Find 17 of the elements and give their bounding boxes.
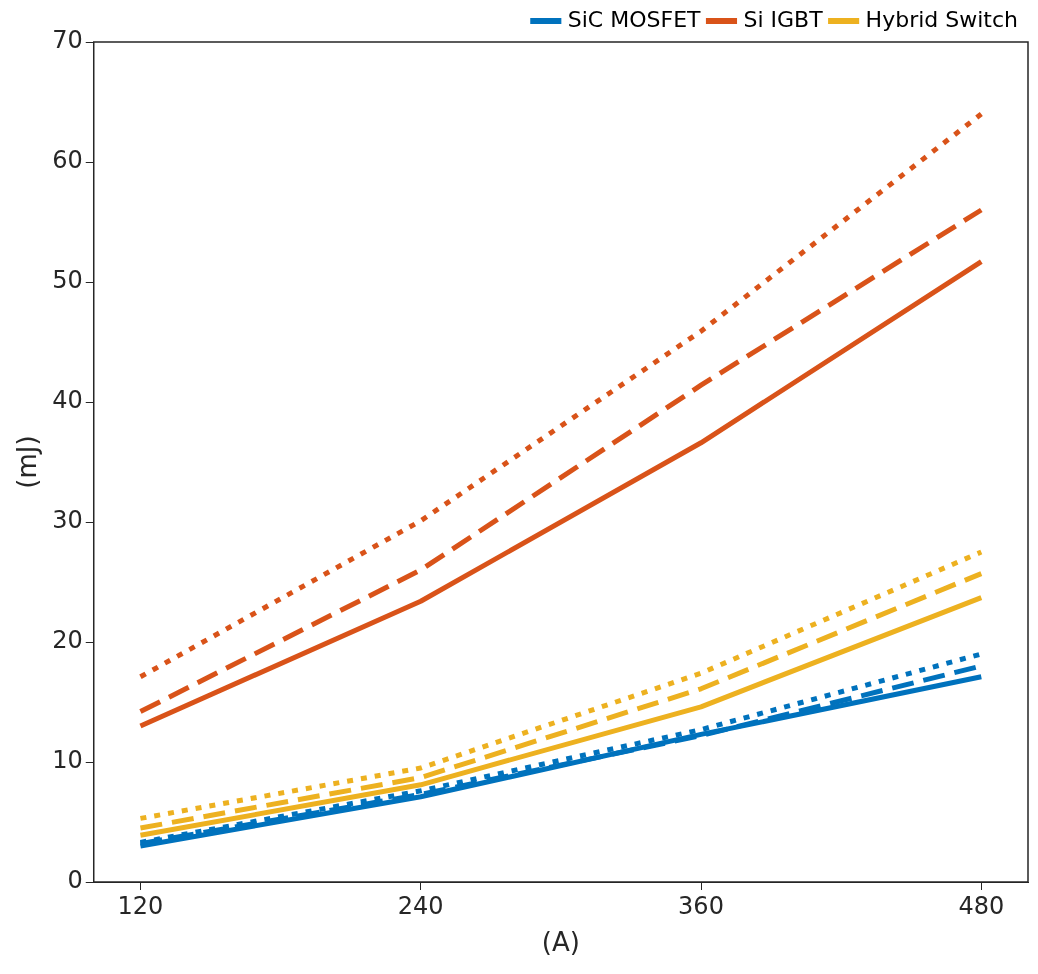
y-tick-label: 0: [67, 866, 83, 895]
legend-label: Hybrid Switch: [865, 6, 1019, 32]
y-tick-label: 30: [52, 506, 83, 535]
x-axis-title: (A): [541, 927, 580, 958]
x-tick-label: 480: [958, 891, 1005, 920]
x-tick-label: 240: [397, 891, 444, 920]
y-tick-label: 10: [52, 746, 83, 775]
y-tick-label: 60: [52, 146, 83, 175]
y-axis-title: (mJ): [12, 435, 43, 489]
legend-label: SiC MOSFET: [567, 6, 702, 32]
y-tick-label: 20: [52, 626, 83, 655]
y-tick-label: 40: [52, 386, 83, 415]
y-tick-label: 50: [52, 266, 83, 295]
x-tick-label: 360: [678, 891, 724, 920]
legend-label: Si IGBT: [743, 6, 824, 32]
x-tick-label: 120: [117, 891, 164, 920]
y-tick-label: 70: [52, 26, 83, 55]
